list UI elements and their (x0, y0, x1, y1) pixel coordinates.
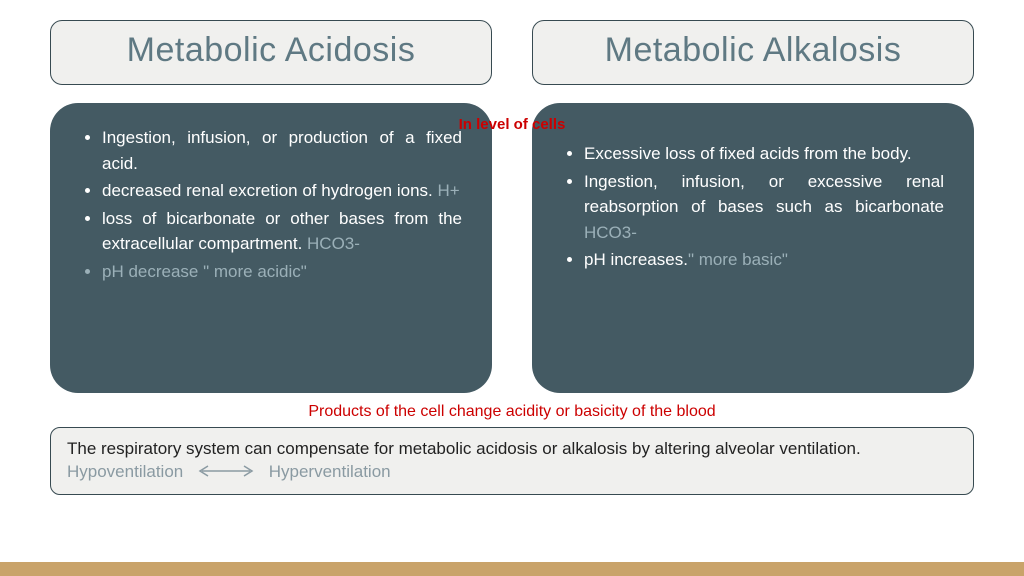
item-dim: H+ (437, 181, 459, 200)
double-arrow-icon (196, 461, 256, 484)
list-item: pH decrease " more acidic" (102, 259, 462, 285)
list-item: Excessive loss of fixed acids from the b… (584, 141, 944, 167)
bottom-accent-bar (0, 562, 1024, 576)
center-annotation: In level of cells (459, 116, 566, 133)
list-item: Ingestion, infusion, or excessive renal … (584, 169, 944, 246)
item-main: Excessive loss of fixed acids from the b… (584, 144, 912, 163)
right-column: Metabolic Alkalosis Excessive loss of fi… (532, 20, 974, 393)
item-main: loss of bicarbonate or other bases from … (102, 209, 462, 254)
right-title: Metabolic Alkalosis (605, 31, 902, 69)
list-item: decreased renal excretion of hydrogen io… (102, 178, 462, 204)
item-dim: HCO3- (584, 223, 637, 242)
item-main: Ingestion, infusion, or production of a … (102, 128, 462, 173)
footer-hyper: Hyperventilation (269, 462, 391, 481)
footer-line: The respiratory system can compensate fo… (67, 439, 861, 458)
red-note: Products of the cell change acidity or b… (0, 403, 1024, 421)
item-dim: pH decrease " more acidic" (102, 262, 307, 281)
item-dim: HCO3- (307, 234, 360, 253)
right-list: Excessive loss of fixed acids from the b… (562, 141, 944, 273)
left-list: Ingestion, infusion, or production of a … (80, 125, 462, 284)
left-column: Metabolic Acidosis Ingestion, infusion, … (50, 20, 492, 393)
left-title: Metabolic Acidosis (127, 31, 416, 69)
item-dim: " more basic" (688, 250, 788, 269)
right-header-box: Metabolic Alkalosis (532, 20, 974, 85)
item-main: decreased renal excretion of hydrogen io… (102, 181, 437, 200)
item-main: pH increases. (584, 250, 688, 269)
right-content-box: Excessive loss of fixed acids from the b… (532, 103, 974, 393)
left-content-box: Ingestion, infusion, or production of a … (50, 103, 492, 393)
list-item: Ingestion, infusion, or production of a … (102, 125, 462, 176)
left-header-box: Metabolic Acidosis (50, 20, 492, 85)
list-item: pH increases." more basic" (584, 247, 944, 273)
list-item: loss of bicarbonate or other bases from … (102, 206, 462, 257)
footer-hypo: Hypoventilation (67, 462, 183, 481)
item-main: Ingestion, infusion, or excessive renal … (584, 172, 944, 217)
footer-box: The respiratory system can compensate fo… (50, 427, 974, 495)
